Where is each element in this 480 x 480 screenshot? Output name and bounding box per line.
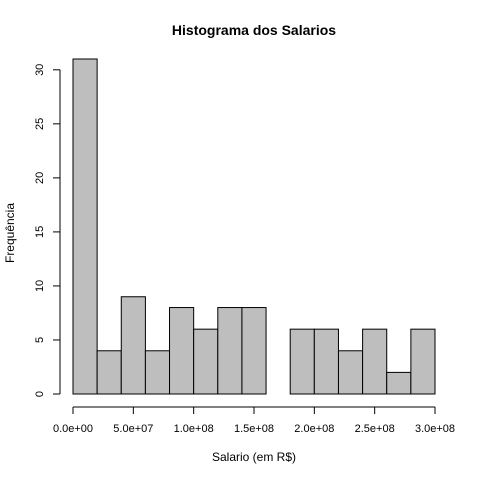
bars-group (72, 58, 436, 395)
histogram-bar (386, 371, 412, 395)
histogram-bar (313, 328, 339, 395)
y-axis-label: Frequência (3, 203, 17, 263)
x-tick-label: 1.5e+08 (234, 423, 274, 435)
histogram-bar (241, 307, 267, 395)
histogram-bar (289, 328, 315, 395)
x-tick-label: 5.0e+07 (113, 423, 153, 435)
x-tick-label: 1.0e+08 (174, 423, 214, 435)
histogram-bar (217, 307, 243, 395)
x-tick-label: 0.0e+00 (53, 423, 93, 435)
y-tick-label: 20 (34, 172, 46, 184)
histogram-bar (169, 307, 195, 395)
x-axis: 0.0e+00 5.0e+07 1.0e+08 1.5e+08 2.0e+08 2.5e+… (53, 406, 455, 435)
histogram-bar (120, 296, 146, 395)
histogram-bar (410, 328, 436, 395)
histogram-bar (337, 350, 364, 395)
y-tick-label: 5 (34, 337, 46, 343)
y-axis: 0 5 10 15 20 25 30 (34, 64, 61, 397)
y-tick-label: 0 (34, 391, 46, 397)
x-axis-label: Salario (em R$) (212, 450, 296, 464)
y-tick-label: 15 (34, 226, 46, 238)
x-tick-label: 3.0e+08 (415, 423, 455, 435)
histogram-bar (144, 350, 171, 395)
histogram-bar (193, 328, 219, 395)
histogram-bar (96, 350, 122, 395)
y-tick-label: 25 (34, 118, 46, 130)
chart-title: Histograma dos Salarios (172, 22, 336, 38)
histogram-bar (72, 58, 98, 395)
x-tick-label: 2.5e+08 (355, 423, 395, 435)
x-tick-label: 2.0e+08 (294, 423, 334, 435)
y-tick-label: 10 (34, 280, 46, 292)
y-tick-label: 30 (34, 64, 46, 76)
histogram-bar (362, 328, 388, 395)
